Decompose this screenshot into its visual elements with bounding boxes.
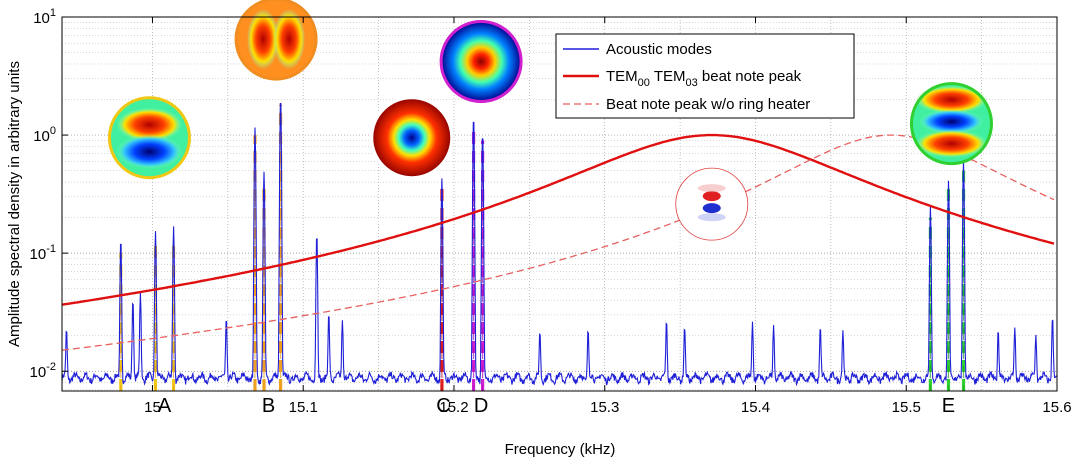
mode-image-e xyxy=(909,82,993,166)
mode-image-lobe xyxy=(697,184,726,193)
mode-image-lobe xyxy=(919,109,984,134)
mode-image-ring xyxy=(234,0,318,81)
mode-image-lobe xyxy=(247,9,280,70)
mode-image-lobe xyxy=(273,9,306,70)
mode-image-b xyxy=(234,0,318,81)
y-ticks: 10-2 10-1 100 101 xyxy=(30,7,68,381)
mode-image-a xyxy=(107,96,191,180)
mode-label-b: B xyxy=(262,395,275,417)
x-tick-label: 15.1 xyxy=(289,399,318,416)
legend-label-noheater: Beat note peak w/o ring heater xyxy=(606,96,810,113)
mode-image-lobe xyxy=(697,213,726,222)
mode-image-c xyxy=(370,96,454,180)
mode-image-disc xyxy=(441,21,522,102)
mode-image-lobe xyxy=(116,107,183,142)
legend-beat-mid: TEM xyxy=(650,68,686,85)
x-ticks: 15 15.1 15.2 15.3 15.4 15.5 15.6 xyxy=(144,17,1072,416)
mode-markers xyxy=(119,104,966,391)
legend-beat-sub2: 03 xyxy=(685,77,697,89)
mode-label-a: A xyxy=(158,395,172,417)
series-beat-note-no-heater xyxy=(62,134,1055,351)
x-axis-label: Frequency (kHz) xyxy=(505,441,616,458)
y-tick-label: 100 xyxy=(33,125,56,145)
mode-image-lobe xyxy=(915,129,988,158)
legend-beat-sub1: 00 xyxy=(638,77,650,89)
y-tick-label: 101 xyxy=(33,7,56,27)
series-lines xyxy=(62,103,1057,387)
mode-image-lobe xyxy=(116,134,183,169)
mode-image-lobe xyxy=(702,203,721,214)
series-acoustic-modes xyxy=(62,103,1057,387)
x-tick-label: 15.2 xyxy=(439,399,468,416)
mode-image-ring xyxy=(909,82,993,166)
x-tick-label: 15.5 xyxy=(892,399,921,416)
plot-frame xyxy=(61,16,1058,392)
beat-mode-image xyxy=(675,167,749,241)
series-beat-note xyxy=(62,133,1055,306)
mode-images xyxy=(107,0,993,241)
mode-labels: A B C D E xyxy=(158,395,955,417)
x-tick-label: 15 xyxy=(144,399,161,416)
mode-label-e: E xyxy=(942,395,955,417)
mode-image-ring xyxy=(439,19,523,103)
mode-image-ring xyxy=(107,96,191,180)
legend: Acoustic modes TEM00 TEM03 beat note pea… xyxy=(555,33,855,119)
legend-label-acoustic: Acoustic modes xyxy=(606,41,712,58)
mode-image-lobe xyxy=(702,191,721,202)
y-tick-label: 10-1 xyxy=(30,243,56,263)
y-axis-label: Amplitude spectral density in arbitrary … xyxy=(6,61,23,347)
mode-image-lobe xyxy=(915,85,988,114)
legend-label-beat: TEM00 TEM03 beat note peak xyxy=(606,68,802,89)
legend-beat-suffix: beat note peak xyxy=(698,68,802,85)
mode-label-d: D xyxy=(474,395,488,417)
x-tick-label: 15.3 xyxy=(590,399,619,416)
x-tick-label: 15.6 xyxy=(1042,399,1071,416)
mode-label-c: C xyxy=(436,395,450,417)
y-tick-label: 10-2 xyxy=(30,361,56,381)
legend-box xyxy=(555,33,855,119)
mode-image-disc xyxy=(371,97,452,178)
legend-beat-prefix: TEM xyxy=(606,68,638,85)
mode-image-ring xyxy=(370,96,454,180)
mode-image-d xyxy=(439,19,523,103)
x-tick-label: 15.4 xyxy=(741,399,770,416)
